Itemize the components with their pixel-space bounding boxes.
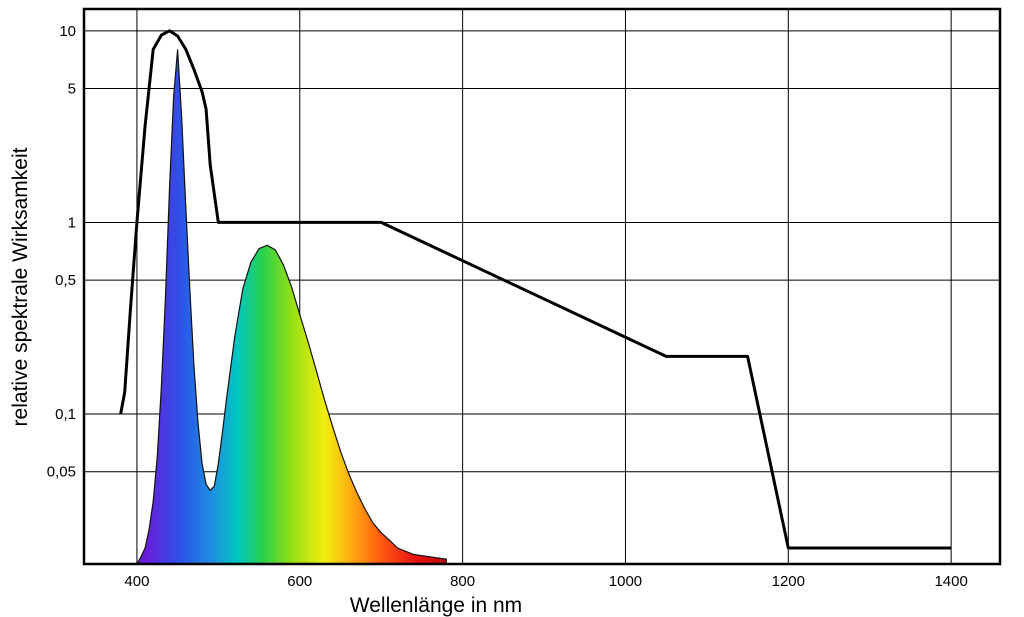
y-tick-label: 0,5	[55, 272, 76, 289]
y-axis-title: relative spektrale Wirksamkeit	[9, 147, 32, 426]
spectrum-fill	[135, 49, 447, 565]
y-tick-label: 1	[68, 214, 76, 231]
x-tick-label: 400	[124, 573, 149, 590]
y-tick-label: 0,1	[55, 406, 76, 423]
x-axis-title: Wellenlänge in nm	[350, 594, 522, 617]
x-tick-label: 1200	[772, 573, 805, 590]
x-tick-label: 1000	[609, 573, 642, 590]
x-tick-label: 1400	[934, 573, 967, 590]
y-tick-label: 5	[68, 81, 76, 98]
x-tick-label: 600	[287, 573, 312, 590]
response-line	[119, 29, 952, 550]
x-tick-label: 800	[450, 573, 475, 590]
y-tick-labels: 10 5 1 0,5 0,1 0,05	[47, 23, 76, 481]
y-tick-label: 10	[59, 23, 76, 40]
x-tick-labels: 400 600 800 1000 1200 1400	[124, 573, 967, 590]
plot-frame	[82, 7, 1002, 566]
spectrum-area	[135, 49, 447, 565]
response-curve	[119, 29, 952, 550]
y-tick-label: 0,05	[47, 464, 76, 481]
